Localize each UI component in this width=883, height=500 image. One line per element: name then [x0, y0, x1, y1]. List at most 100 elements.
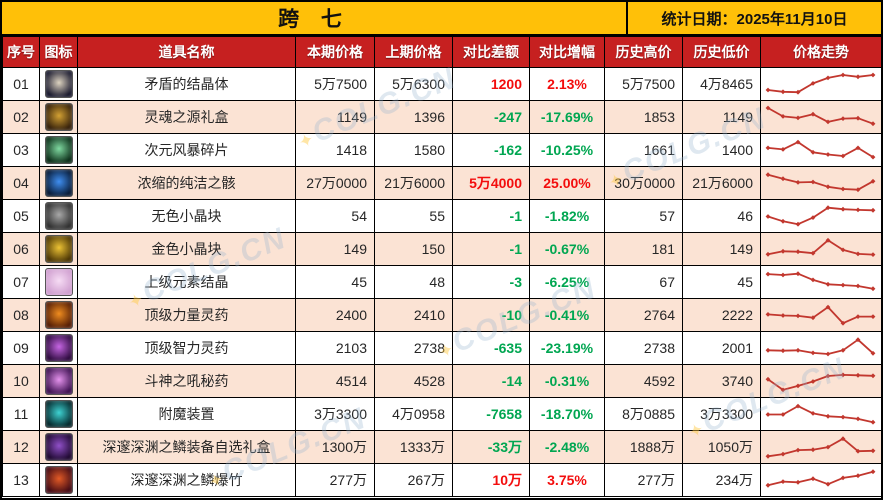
history-low: 21万6000 [682, 166, 761, 200]
history-high: 277万 [604, 463, 683, 497]
row-index: 05 [2, 199, 40, 233]
price-trend-sparkline [765, 436, 876, 459]
contradiction-crystal-icon [44, 70, 73, 98]
current-price: 149 [295, 232, 375, 266]
table-row: 06 金色小晶块 149 150 -1 -0.67% 181 149 [2, 232, 881, 266]
previous-price: 4528 [374, 364, 453, 398]
trend-cell [760, 100, 881, 134]
table-row: 13 深邃深渊之鳞爆竹 277万 267万 10万 3.75% 277万 234万 [2, 463, 881, 497]
history-high: 2764 [604, 298, 683, 332]
current-price: 5万7500 [295, 67, 375, 101]
trend-cell [760, 364, 881, 398]
history-low: 234万 [682, 463, 761, 497]
table-row: 11 附魔装置 3万3300 4万0958 -7658 -18.70% 8万0885 3万33… [2, 397, 881, 431]
current-price: 277万 [295, 463, 375, 497]
diff-percent: 2.13% [529, 67, 605, 101]
item-name: 浓缩的纯洁之骸 [77, 166, 296, 200]
previous-price: 1396 [374, 100, 453, 134]
diff-amount: -33万 [452, 430, 530, 464]
row-index: 10 [2, 364, 40, 398]
diff-amount: -10 [452, 298, 530, 332]
history-high: 8万0885 [604, 397, 683, 431]
price-trend-sparkline [765, 205, 876, 227]
dimension-storm-shard-icon [44, 136, 73, 164]
item-name: 灵魂之源礼盒 [77, 100, 296, 134]
trend-cell [760, 298, 881, 332]
history-high: 67 [604, 265, 683, 299]
soul-source-giftbox-icon [44, 103, 73, 131]
item-name: 顶级力量灵药 [77, 298, 296, 332]
diff-percent: -17.69% [529, 100, 605, 134]
current-price: 3万3300 [295, 397, 375, 431]
diff-percent: -6.25% [529, 265, 605, 299]
abyss-scale-equip-giftbox-icon [44, 433, 73, 461]
previous-price: 48 [374, 265, 453, 299]
table-row: 03 次元风暴碎片 1418 1580 -162 -10.25% 1661 1400 [2, 133, 881, 167]
current-price: 2103 [295, 331, 375, 365]
item-icon-cell [39, 397, 78, 431]
diff-percent: -10.25% [529, 133, 605, 167]
trend-cell [760, 331, 881, 365]
diff-percent: -1.82% [529, 199, 605, 233]
page-title: 跨 七 [2, 2, 628, 34]
table-row: 10 斗神之吼秘药 4514 4528 -14 -0.31% 4592 3740 [2, 364, 881, 398]
elemental-crystal-icon [44, 268, 73, 296]
item-icon-cell [39, 298, 78, 332]
item-name: 顶级智力灵药 [77, 331, 296, 365]
previous-price: 267万 [374, 463, 453, 497]
price-trend-sparkline [765, 304, 876, 326]
column-header-icon: 图标 [39, 36, 78, 68]
table-row: 12 深邃深渊之鳞装备自选礼盒 1300万 1333万 -33万 -2.48% 1888万 1… [2, 430, 881, 464]
diff-percent: -2.48% [529, 430, 605, 464]
previous-price: 55 [374, 199, 453, 233]
diff-amount: -1 [452, 232, 530, 266]
column-header-name: 道具名称 [77, 36, 296, 68]
column-header-low: 历史低价 [682, 36, 761, 68]
price-table: 序号 图标 道具名称 本期价格 上期价格 对比差额 对比增幅 历史高价 历史低价 价格走势 01 矛… [2, 36, 881, 497]
history-high: 1888万 [604, 430, 683, 464]
colorless-cube-icon [44, 202, 73, 230]
history-low: 149 [682, 232, 761, 266]
trend-cell [760, 232, 881, 266]
price-table-body: 01 矛盾的结晶体 5万7500 5万6300 1200 2.13% 5万7500 4万846… [2, 67, 881, 497]
diff-amount: -14 [452, 364, 530, 398]
item-name: 次元风暴碎片 [77, 133, 296, 167]
diff-percent: -0.31% [529, 364, 605, 398]
condensed-purity-orb-icon [44, 169, 73, 197]
price-trend-sparkline [765, 72, 876, 95]
column-header-previous: 上期价格 [374, 36, 453, 68]
history-high: 57 [604, 199, 683, 233]
row-index: 11 [2, 397, 40, 431]
previous-price: 1333万 [374, 430, 453, 464]
history-high: 181 [604, 232, 683, 266]
enchant-device-icon [44, 400, 73, 428]
trend-cell [760, 199, 881, 233]
table-row: 07 上级元素结晶 45 48 -3 -6.25% 67 45 [2, 265, 881, 299]
header-row: 序号 图标 道具名称 本期价格 上期价格 对比差额 对比增幅 历史高价 历史低价 价格走势 [2, 36, 881, 68]
golden-cube-icon [44, 235, 73, 263]
history-low: 1050万 [682, 430, 761, 464]
diff-percent: -18.70% [529, 397, 605, 431]
history-low: 2222 [682, 298, 761, 332]
trend-cell [760, 463, 881, 497]
price-trend-sparkline [765, 372, 876, 393]
stat-date: 统计日期：2025年11月10日 [661, 10, 848, 28]
price-trend-sparkline [765, 105, 876, 127]
previous-price: 5万6300 [374, 67, 453, 101]
previous-price: 4万0958 [374, 397, 453, 431]
row-index: 01 [2, 67, 40, 101]
table-row: 05 无色小晶块 54 55 -1 -1.82% 57 46 [2, 199, 881, 233]
diff-amount: 5万4000 [452, 166, 530, 200]
diff-percent: 25.00% [529, 166, 605, 200]
item-icon-cell [39, 430, 78, 464]
item-icon-cell [39, 133, 78, 167]
diff-amount: -162 [452, 133, 530, 167]
column-header-index: 序号 [2, 36, 40, 68]
previous-price: 1580 [374, 133, 453, 167]
item-icon-cell [39, 232, 78, 266]
current-price: 1418 [295, 133, 375, 167]
row-index: 04 [2, 166, 40, 200]
current-price: 45 [295, 265, 375, 299]
price-trend-sparkline [765, 237, 876, 257]
history-low: 4万8465 [682, 67, 761, 101]
